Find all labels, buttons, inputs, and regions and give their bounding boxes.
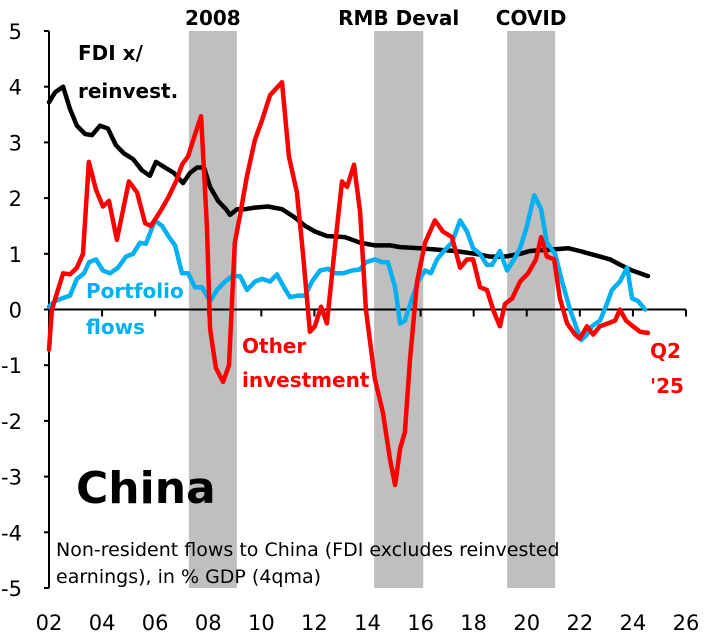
y-tick-label: 4 xyxy=(9,76,22,100)
series-label-other-2: investment xyxy=(242,368,370,392)
x-tick-label: 22 xyxy=(566,611,593,635)
y-tick-label: 2 xyxy=(9,187,22,211)
y-tick-label: 0 xyxy=(9,299,22,323)
chart-title: China xyxy=(76,463,216,514)
series-label-fdi-2: reinvest. xyxy=(78,79,178,103)
x-tick-label: 06 xyxy=(142,611,169,635)
y-tick-label: -2 xyxy=(1,410,22,434)
x-tick-label: 14 xyxy=(354,611,381,635)
shaded-period-label: 2008 xyxy=(185,6,241,30)
shaded-period-label: COVID xyxy=(496,6,567,30)
shaded-period-label: RMB Deval xyxy=(338,6,459,30)
series-line-other-investment xyxy=(46,79,651,488)
x-tick-label: 10 xyxy=(248,611,275,635)
y-tick-label: -1 xyxy=(1,354,22,378)
series-label-portfolio-1: Portfolio xyxy=(86,279,184,303)
y-tick-label: -3 xyxy=(1,466,22,490)
x-tick-label: 16 xyxy=(407,611,434,635)
series-line-portfolio-flows xyxy=(46,193,648,343)
x-tick-label: 20 xyxy=(513,611,540,635)
series-label-other-1: Other xyxy=(242,334,306,358)
y-tick-label: 5 xyxy=(9,20,22,44)
x-tick-label: 26 xyxy=(673,611,700,635)
series-label-portfolio-2: flows xyxy=(86,315,145,339)
y-tick-label: 1 xyxy=(9,243,22,267)
end-label-year: '25 xyxy=(650,374,684,398)
chart-note-line-2: earnings), in % GDP (4qma) xyxy=(56,566,321,588)
x-tick-label: 04 xyxy=(89,611,116,635)
x-tick-label: 24 xyxy=(620,611,647,635)
x-tick-label: 02 xyxy=(36,611,63,635)
x-tick-label: 18 xyxy=(460,611,487,635)
chart-note-line-1: Non-resident flows to China (FDI exclude… xyxy=(56,539,560,561)
y-tick-label: -4 xyxy=(1,521,22,545)
end-label-quarter: Q2 xyxy=(650,339,681,363)
y-tick-label: -5 xyxy=(1,577,22,601)
series-label-fdi-1: FDI x/ xyxy=(78,41,144,65)
x-tick-label: 12 xyxy=(301,611,328,635)
x-tick-label: 08 xyxy=(195,611,222,635)
y-tick-label: 3 xyxy=(9,131,22,155)
